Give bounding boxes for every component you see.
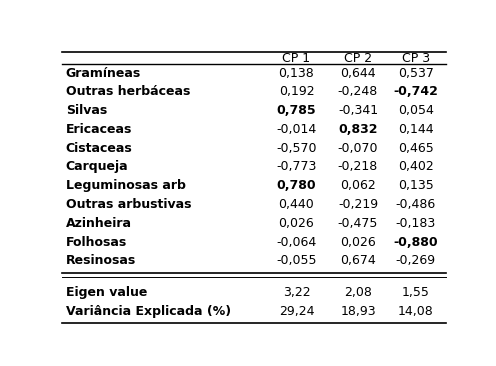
Text: Carqueja: Carqueja	[66, 160, 128, 173]
Text: 0,780: 0,780	[277, 179, 316, 192]
Text: -0,773: -0,773	[276, 160, 316, 173]
Text: -0,218: -0,218	[338, 160, 378, 173]
Text: Azinheira: Azinheira	[66, 217, 132, 230]
Text: -0,014: -0,014	[276, 123, 316, 136]
Text: 29,24: 29,24	[279, 305, 314, 318]
Text: -0,219: -0,219	[338, 198, 378, 211]
Text: 0,054: 0,054	[398, 104, 434, 117]
Text: Folhosas: Folhosas	[66, 236, 127, 249]
Text: 14,08: 14,08	[398, 305, 434, 318]
Text: CP 1: CP 1	[282, 52, 310, 64]
Text: Variância Explicada (%): Variância Explicada (%)	[66, 305, 231, 318]
Text: -0,183: -0,183	[395, 217, 436, 230]
Text: 0,026: 0,026	[340, 236, 376, 249]
Text: -0,248: -0,248	[338, 85, 378, 98]
Text: -0,070: -0,070	[338, 142, 378, 155]
Text: 0,062: 0,062	[340, 179, 376, 192]
Text: 0,644: 0,644	[340, 67, 376, 79]
Text: Resinosas: Resinosas	[66, 254, 136, 268]
Text: CP 3: CP 3	[402, 52, 430, 64]
Text: -0,269: -0,269	[396, 254, 435, 268]
Text: 0,440: 0,440	[279, 198, 314, 211]
Text: Outras arbustivas: Outras arbustivas	[66, 198, 191, 211]
Text: 0,138: 0,138	[279, 67, 314, 79]
Text: 1,55: 1,55	[402, 286, 430, 299]
Text: -0,064: -0,064	[276, 236, 316, 249]
Text: Eigen value: Eigen value	[66, 286, 147, 299]
Text: -0,742: -0,742	[393, 85, 438, 98]
Text: 0,537: 0,537	[398, 67, 434, 79]
Text: 2,08: 2,08	[344, 286, 372, 299]
Text: Outras herbáceas: Outras herbáceas	[66, 85, 190, 98]
Text: -0,055: -0,055	[276, 254, 317, 268]
Text: -0,880: -0,880	[393, 236, 438, 249]
Text: -0,475: -0,475	[338, 217, 378, 230]
Text: 0,832: 0,832	[338, 123, 378, 136]
Text: 3,22: 3,22	[283, 286, 310, 299]
Text: 18,93: 18,93	[340, 305, 376, 318]
Text: 0,402: 0,402	[398, 160, 434, 173]
Text: Leguminosas arb: Leguminosas arb	[66, 179, 186, 192]
Text: 0,026: 0,026	[279, 217, 314, 230]
Text: CP 2: CP 2	[344, 52, 372, 64]
Text: 0,674: 0,674	[340, 254, 376, 268]
Text: -0,341: -0,341	[338, 104, 378, 117]
Text: 0,785: 0,785	[277, 104, 316, 117]
Text: 0,465: 0,465	[398, 142, 434, 155]
Text: Silvas: Silvas	[66, 104, 107, 117]
Text: 0,144: 0,144	[398, 123, 434, 136]
Text: Ericaceas: Ericaceas	[66, 123, 132, 136]
Text: Gramíneas: Gramíneas	[66, 67, 141, 79]
Text: Cistaceas: Cistaceas	[66, 142, 132, 155]
Text: -0,486: -0,486	[395, 198, 436, 211]
Text: -0,570: -0,570	[276, 142, 317, 155]
Text: 0,192: 0,192	[279, 85, 314, 98]
Text: 0,135: 0,135	[398, 179, 434, 192]
